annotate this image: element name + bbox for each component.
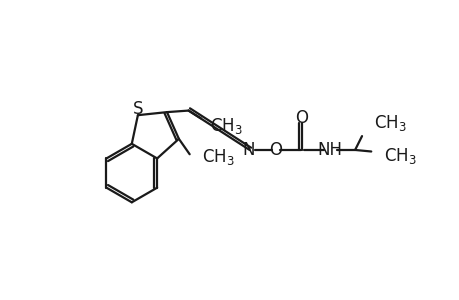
Text: CH$_3$: CH$_3$	[202, 147, 234, 167]
Text: O: O	[295, 109, 308, 127]
Text: N: N	[242, 141, 255, 159]
Text: S: S	[132, 100, 143, 118]
Text: CH$_3$: CH$_3$	[383, 146, 415, 166]
Text: CH$_3$: CH$_3$	[374, 113, 406, 133]
Text: CH$_3$: CH$_3$	[210, 116, 242, 136]
Text: O: O	[269, 141, 282, 159]
Text: NH: NH	[317, 141, 341, 159]
